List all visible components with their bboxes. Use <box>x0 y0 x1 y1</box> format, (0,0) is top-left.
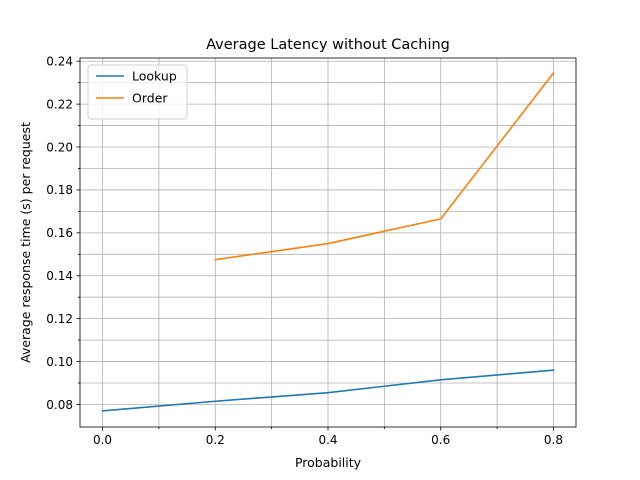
y-tick-label: 0.18 <box>46 183 73 197</box>
legend-box <box>87 64 188 120</box>
legend-label-order: Order <box>132 91 168 106</box>
x-axis-label: Probability <box>295 455 362 470</box>
y-tick-label: 0.08 <box>46 398 73 412</box>
grid <box>80 58 576 427</box>
y-tick-label: 0.14 <box>46 269 73 283</box>
series-line-lookup <box>101 369 555 412</box>
y-tick-label: 0.24 <box>46 55 73 69</box>
y-tick-label: 0.22 <box>46 97 73 111</box>
y-tick-label: 0.16 <box>46 226 73 240</box>
x-tick-label: 0.8 <box>544 433 563 447</box>
x-tick-label: 0.0 <box>93 433 112 447</box>
x-tick-label: 0.4 <box>318 433 337 447</box>
series-layer <box>101 71 555 412</box>
series-line-order <box>214 71 555 261</box>
x-tick-label: 0.2 <box>206 433 225 447</box>
chart-title: Average Latency without Caching <box>206 37 450 53</box>
legend: Lookup Order <box>87 64 188 120</box>
y-axis-label: Average response time (s) per request <box>18 122 33 363</box>
y-tick-label: 0.10 <box>46 355 73 369</box>
y-tick-label: 0.12 <box>46 312 73 326</box>
ticks: 0.0 0.2 0.4 0.6 0.8 0.08 0.10 0.12 0.14 0.16 0.18 0… <box>46 55 563 447</box>
legend-label-lookup: Lookup <box>132 69 177 84</box>
y-tick-label: 0.20 <box>46 140 73 154</box>
x-tick-label: 0.6 <box>431 433 450 447</box>
